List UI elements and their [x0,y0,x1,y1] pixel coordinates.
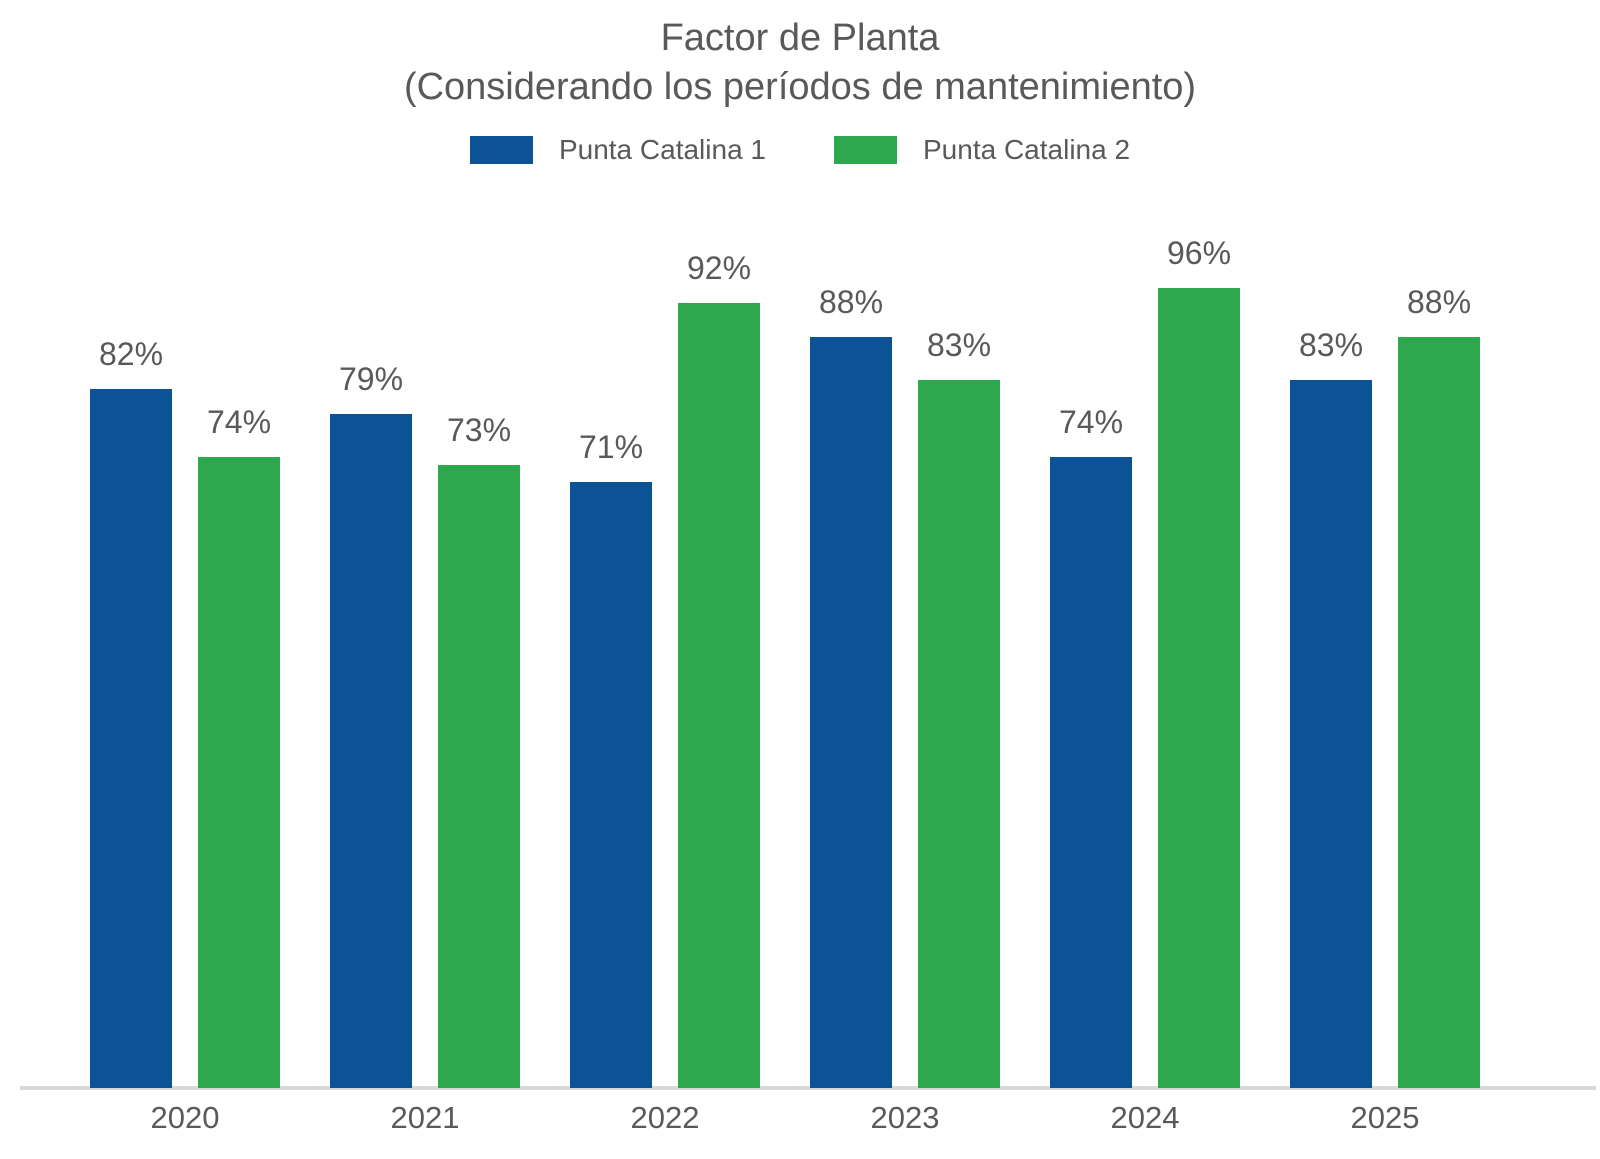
legend-item-punta-catalina-2: Punta Catalina 2 [834,134,1130,166]
bar-value-label: 79% [338,361,404,398]
bar-value-label: 83% [926,327,992,364]
legend-swatch-series2-icon [834,136,897,164]
bar-column-2025-series1: 83% [1290,235,1372,1088]
x-axis-label-2022: 2022 [630,1100,700,1135]
bar-rect [198,456,280,1088]
bar-rect [678,303,760,1088]
chart-title: Factor de Planta (Considerando los perío… [0,14,1600,111]
bar-value-label: 74% [1058,403,1124,440]
x-axis-label-2021: 2021 [390,1100,460,1135]
bar-groups: 82% 74% 79% 73% 71% 92% 88% 83% 74% 96% 83% 88% [65,235,1505,1088]
bar-rect [1158,288,1240,1088]
x-axis-label-2024: 2024 [1110,1100,1180,1135]
bar-value-label: 92% [686,250,752,287]
bar-group-2025: 83% 88% [1265,235,1505,1088]
bar-group-2023: 88% 83% [785,235,1025,1088]
bar-column-2024-series1: 74% [1050,235,1132,1088]
bar-value-label: 82% [98,335,164,372]
legend: Punta Catalina 1 Punta Catalina 2 [0,134,1600,166]
bar-rect [918,380,1000,1088]
bar-column-2025-series2: 88% [1398,235,1480,1088]
bar-column-2021-series2: 73% [438,235,520,1088]
bar-column-2023-series2: 83% [918,235,1000,1088]
bar-rect [1398,337,1480,1088]
bar-group-2020: 82% 74% [65,235,305,1088]
bar-column-2022-series1: 71% [570,235,652,1088]
bar-column-2024-series2: 96% [1158,235,1240,1088]
bar-column-2021-series1: 79% [330,235,412,1088]
x-axis-labels: 2020 2021 2022 2023 2024 2025 [65,1100,1505,1136]
bar-rect [810,337,892,1088]
bar-group-2021: 79% 73% [305,235,545,1088]
x-axis-label-2025: 2025 [1350,1100,1420,1135]
bar-rect [1290,380,1372,1088]
chart-title-line1: Factor de Planta [660,17,940,59]
bar-value-label: 88% [818,284,884,321]
bar-value-label: 83% [1298,327,1364,364]
bar-value-label: 71% [578,429,644,466]
x-axis-line [20,1086,1596,1090]
bar-rect [90,388,172,1088]
bar-rect [570,482,652,1088]
bar-column-2022-series2: 92% [678,235,760,1088]
bar-column-2023-series1: 88% [810,235,892,1088]
bar-column-2020-series1: 82% [90,235,172,1088]
bar-value-label: 74% [206,403,272,440]
bar-rect [330,414,412,1088]
bar-value-label: 73% [446,412,512,449]
legend-label-series1: Punta Catalina 1 [558,134,766,165]
bar-group-2024: 74% 96% [1025,235,1265,1088]
legend-swatch-series1-icon [469,136,533,164]
chart-title-line2: (Considerando los períodos de mantenimie… [403,65,1197,108]
bar-value-label: 88% [1406,284,1472,321]
bar-rect [438,465,520,1088]
legend-label-series2: Punta Catalina 2 [923,134,1131,165]
plot-area: 82% 74% 79% 73% 71% 92% 88% 83% 74% 96% 83% 88% [0,235,1600,1090]
bar-rect [1050,456,1132,1088]
bar-group-2022: 71% 92% [545,235,785,1088]
x-axis-label-2020: 2020 [150,1100,220,1135]
bar-column-2020-series2: 74% [198,235,280,1088]
legend-item-punta-catalina-1: Punta Catalina 1 [469,134,766,166]
bar-value-label: 96% [1166,235,1232,271]
x-axis-label-2023: 2023 [870,1100,940,1135]
